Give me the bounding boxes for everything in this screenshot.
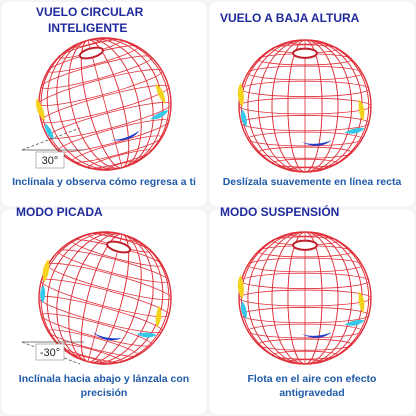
angle-box: [35, 151, 65, 169]
parallel: [287, 359, 323, 365]
parallel: [247, 323, 363, 339]
wing-cyan: [45, 123, 54, 140]
parallel: [247, 65, 363, 81]
parallel: [71, 37, 106, 48]
panel-caption: antigravedad: [279, 387, 344, 399]
parallel: [57, 249, 170, 283]
glider-globe: [38, 231, 172, 365]
parallel: [40, 55, 153, 89]
parallel: [240, 307, 370, 324]
top-ring: [78, 46, 104, 60]
panel-caption: Inclínala hacia abajo y lánzala con: [19, 373, 189, 385]
parallel: [287, 231, 323, 237]
panel-title: INTELIGENTE: [48, 21, 127, 35]
parallel: [47, 102, 172, 139]
wing-blue: [111, 130, 140, 141]
parallel: [287, 39, 323, 45]
top-ring: [292, 47, 318, 59]
wing-yellow: [237, 82, 244, 107]
parallel: [40, 313, 153, 347]
parallel: [87, 149, 153, 169]
parallel: [38, 296, 163, 333]
parallel: [71, 354, 106, 365]
wing-cyan: [40, 284, 46, 304]
angle-label: 30°: [42, 155, 59, 167]
parallel: [257, 146, 353, 159]
wing-yellow: [42, 258, 50, 283]
parallel: [247, 131, 363, 147]
wing-blue: [92, 332, 122, 341]
wing-cyan: [344, 319, 365, 326]
parallel: [238, 97, 372, 115]
angle-label: -30°: [40, 347, 60, 359]
parallel: [257, 338, 353, 351]
parallel: [57, 119, 170, 153]
angle-box: [35, 343, 65, 361]
glider-globe: [237, 231, 372, 365]
parallel: [271, 158, 339, 168]
wing-blue: [301, 140, 332, 146]
parallel: [271, 350, 339, 360]
wing-yellow: [358, 99, 365, 122]
parallel: [238, 289, 372, 307]
parallel: [47, 329, 139, 357]
parallel: [247, 257, 363, 273]
glider-globe: [237, 39, 372, 173]
angle-line: [21, 127, 81, 151]
wing-yellow: [36, 98, 45, 122]
top-ring: [106, 240, 132, 254]
wing-cyan: [344, 127, 365, 134]
panel-title: VUELO CIRCULAR: [36, 5, 144, 19]
wing-cyan: [240, 109, 247, 128]
parallel: [40, 84, 170, 124]
wing-yellow: [358, 291, 365, 314]
panel-caption: precisión: [81, 387, 128, 399]
wing-yellow: [155, 83, 166, 104]
glider-globe: [36, 37, 172, 171]
wing-cyan: [150, 110, 169, 120]
wing-yellow: [237, 274, 244, 299]
parallel: [40, 278, 170, 318]
parallel: [104, 231, 139, 242]
top-ring: [292, 239, 318, 251]
wing-blue: [301, 332, 332, 338]
parallel: [240, 115, 370, 132]
parallel: [104, 160, 139, 171]
panel-caption: Deslízala suavemente en línea recta: [223, 176, 402, 188]
wing-yellow: [155, 305, 162, 328]
panel-caption: Flota en el aire con efecto: [248, 373, 377, 385]
parallel: [287, 167, 323, 173]
panel-caption: Inclínala y observa cómo regresa a ti: [12, 176, 196, 188]
panel-title: MODO SUSPENSIÓN: [220, 204, 339, 219]
panel-title: VUELO A BAJA ALTURA: [220, 11, 360, 25]
panel-title: MODO PICADA: [16, 205, 103, 219]
wing-cyan: [136, 332, 157, 338]
parallel: [71, 135, 163, 163]
wing-cyan: [240, 301, 247, 320]
